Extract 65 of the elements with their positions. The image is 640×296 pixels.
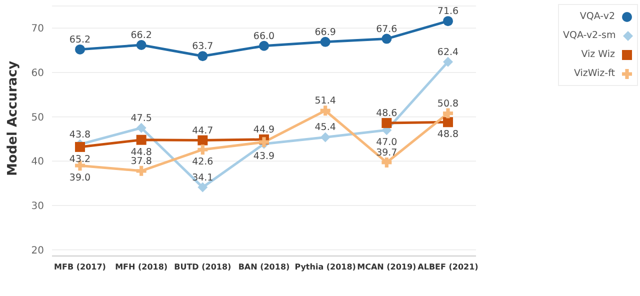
x-tick-label: MCAN (2019) (357, 262, 416, 272)
point (320, 132, 330, 142)
data-label: 50.8 (437, 98, 459, 110)
data-label: 47.0 (376, 137, 398, 148)
x-tick-label: MFH (2018) (115, 262, 168, 272)
y-axis-title: Model Accuracy (6, 60, 21, 176)
legend-label: VQA-v2 (580, 11, 615, 22)
point (443, 16, 453, 26)
data-label: 71.6 (437, 6, 459, 18)
data-label: 37.8 (130, 156, 152, 167)
data-label: 66.9 (314, 26, 336, 38)
data-label: 34.1 (192, 172, 214, 184)
data-label: 43.2 (69, 154, 91, 165)
x-tick-label: Pythia (2018) (294, 262, 356, 272)
point (443, 108, 453, 118)
data-label: 63.7 (192, 41, 214, 52)
data-label: 43.9 (253, 150, 275, 162)
y-tick-label: 30 (31, 201, 44, 212)
point (136, 134, 146, 145)
data-label: 66.2 (130, 30, 152, 42)
point (198, 182, 208, 192)
point (75, 142, 85, 152)
data-label: 39.7 (376, 147, 398, 158)
y-tick-label: 40 (31, 156, 44, 168)
x-tick-label: BAN (2018) (238, 262, 290, 272)
legend-label: Viz Wiz (581, 49, 615, 60)
point (382, 157, 392, 168)
point (443, 56, 453, 67)
data-label: 51.4 (314, 96, 336, 107)
data-label: 45.4 (314, 122, 336, 134)
x-tick-label: ALBEF (2021) (418, 262, 478, 272)
data-label: 67.6 (376, 24, 398, 35)
data-label: 48.8 (437, 129, 459, 140)
data-label: 44.8 (130, 146, 152, 158)
data-label: 39.0 (69, 172, 91, 184)
data-label: 48.6 (376, 108, 398, 120)
point (443, 117, 453, 128)
point (382, 34, 392, 44)
point (198, 135, 208, 146)
data-label: 44.9 (253, 124, 275, 136)
x-tick-label: BUTD (2018) (174, 262, 232, 272)
x-tick-label: MFB (2017) (54, 262, 106, 272)
point (320, 106, 330, 116)
data-label: 65.2 (69, 34, 91, 46)
data-label: 47.5 (130, 112, 152, 124)
y-tick-label: 20 (31, 245, 44, 256)
y-tick-label: 70 (31, 24, 44, 35)
data-label: 43.8 (69, 129, 91, 140)
point (136, 40, 146, 50)
point (382, 118, 392, 128)
point (198, 51, 208, 62)
legend-label: VQA-v2-sm (563, 30, 616, 41)
point (75, 44, 85, 54)
y-tick-label: 60 (31, 68, 44, 80)
data-label: 66.0 (253, 30, 275, 42)
point (259, 40, 269, 51)
data-label: 62.4 (437, 46, 459, 58)
point (136, 122, 146, 133)
point (136, 166, 146, 176)
point (320, 36, 330, 47)
legend-label: VizWiz-ft (574, 68, 615, 79)
data-label: 44.7 (192, 125, 214, 136)
y-tick-label: 50 (31, 112, 44, 124)
point (198, 144, 208, 155)
data-label: 42.6 (192, 156, 214, 168)
